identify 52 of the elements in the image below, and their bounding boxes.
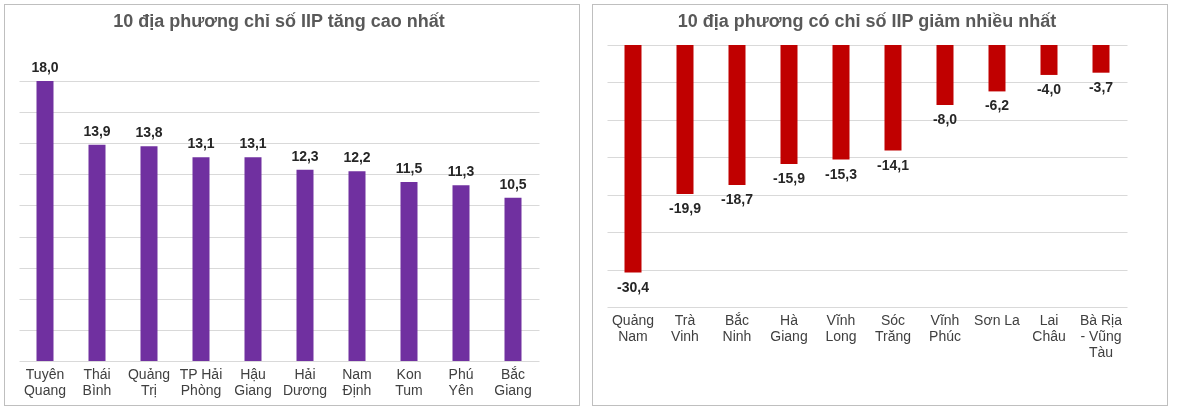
data-label: 12,2 xyxy=(343,149,371,166)
chart-title: 10 địa phương có chỉ số IIP giảm nhiều nhất xyxy=(677,11,1057,31)
bar xyxy=(296,169,314,361)
data-label: -15,3 xyxy=(825,165,858,182)
data-label: -19,9 xyxy=(669,199,702,216)
bar xyxy=(192,157,210,361)
x-tick-label: Sóc Trăng xyxy=(874,311,912,344)
bar xyxy=(140,146,158,361)
x-tick-label: Nam Định xyxy=(342,365,372,398)
x-tick-label: Lai Châu xyxy=(1032,311,1066,344)
bar xyxy=(88,144,106,361)
data-label: 12,3 xyxy=(291,147,319,164)
bar xyxy=(36,81,54,361)
data-label: -8,0 xyxy=(932,110,958,127)
data-label: -14,1 xyxy=(877,156,910,173)
bar xyxy=(244,157,262,361)
data-label: -18,7 xyxy=(721,190,754,207)
data-label: -4,0 xyxy=(1036,80,1062,97)
x-tick-label: Tuyên Quang xyxy=(23,365,67,398)
x-tick-label: Sơn La xyxy=(974,311,1021,328)
x-tick-label: Bắc Giang xyxy=(494,365,532,398)
data-label: 13,1 xyxy=(187,135,215,152)
x-tick-label: Phú Yên xyxy=(448,365,474,398)
x-tick-label: Quảng Trị xyxy=(127,365,171,398)
data-label: 11,5 xyxy=(395,160,423,177)
data-label: 13,9 xyxy=(83,122,111,139)
data-label: 13,8 xyxy=(135,124,163,141)
bar xyxy=(400,182,418,361)
data-label: -6,2 xyxy=(984,97,1010,114)
data-label: -30,4 xyxy=(617,278,650,295)
data-label: 18,0 xyxy=(31,59,59,75)
x-tick-label: TP Hải Phòng xyxy=(179,365,223,398)
bar xyxy=(348,171,366,361)
x-tick-label: Bắc Ninh xyxy=(722,311,752,344)
data-label: -15,9 xyxy=(773,170,806,187)
data-label: -3,7 xyxy=(1088,78,1114,95)
x-tick-label: Kon Tum xyxy=(395,365,423,398)
x-tick-label: Vĩnh Long xyxy=(825,311,857,344)
chart-title: 10 địa phương chỉ số IIP tăng cao nhất xyxy=(113,11,445,31)
x-tick-label: Hà Giang xyxy=(770,311,808,344)
x-tick-label: Quảng Nam xyxy=(611,311,655,344)
data-label: 13,1 xyxy=(239,135,267,152)
data-label: 11,3 xyxy=(447,163,475,180)
x-tick-label: Bà Rịa - Vũng Tàu xyxy=(1079,311,1123,360)
bar xyxy=(504,197,522,361)
data-label: 10,5 xyxy=(499,175,527,192)
bar xyxy=(452,185,470,361)
x-tick-label: Thái Bình xyxy=(82,365,112,398)
x-tick-label: Hải Dương xyxy=(282,365,328,398)
x-tick-label: Vĩnh Phúc xyxy=(929,311,961,344)
x-tick-label: Hậu Giang xyxy=(234,365,272,398)
x-tick-label: Trà Vinh xyxy=(671,311,699,344)
